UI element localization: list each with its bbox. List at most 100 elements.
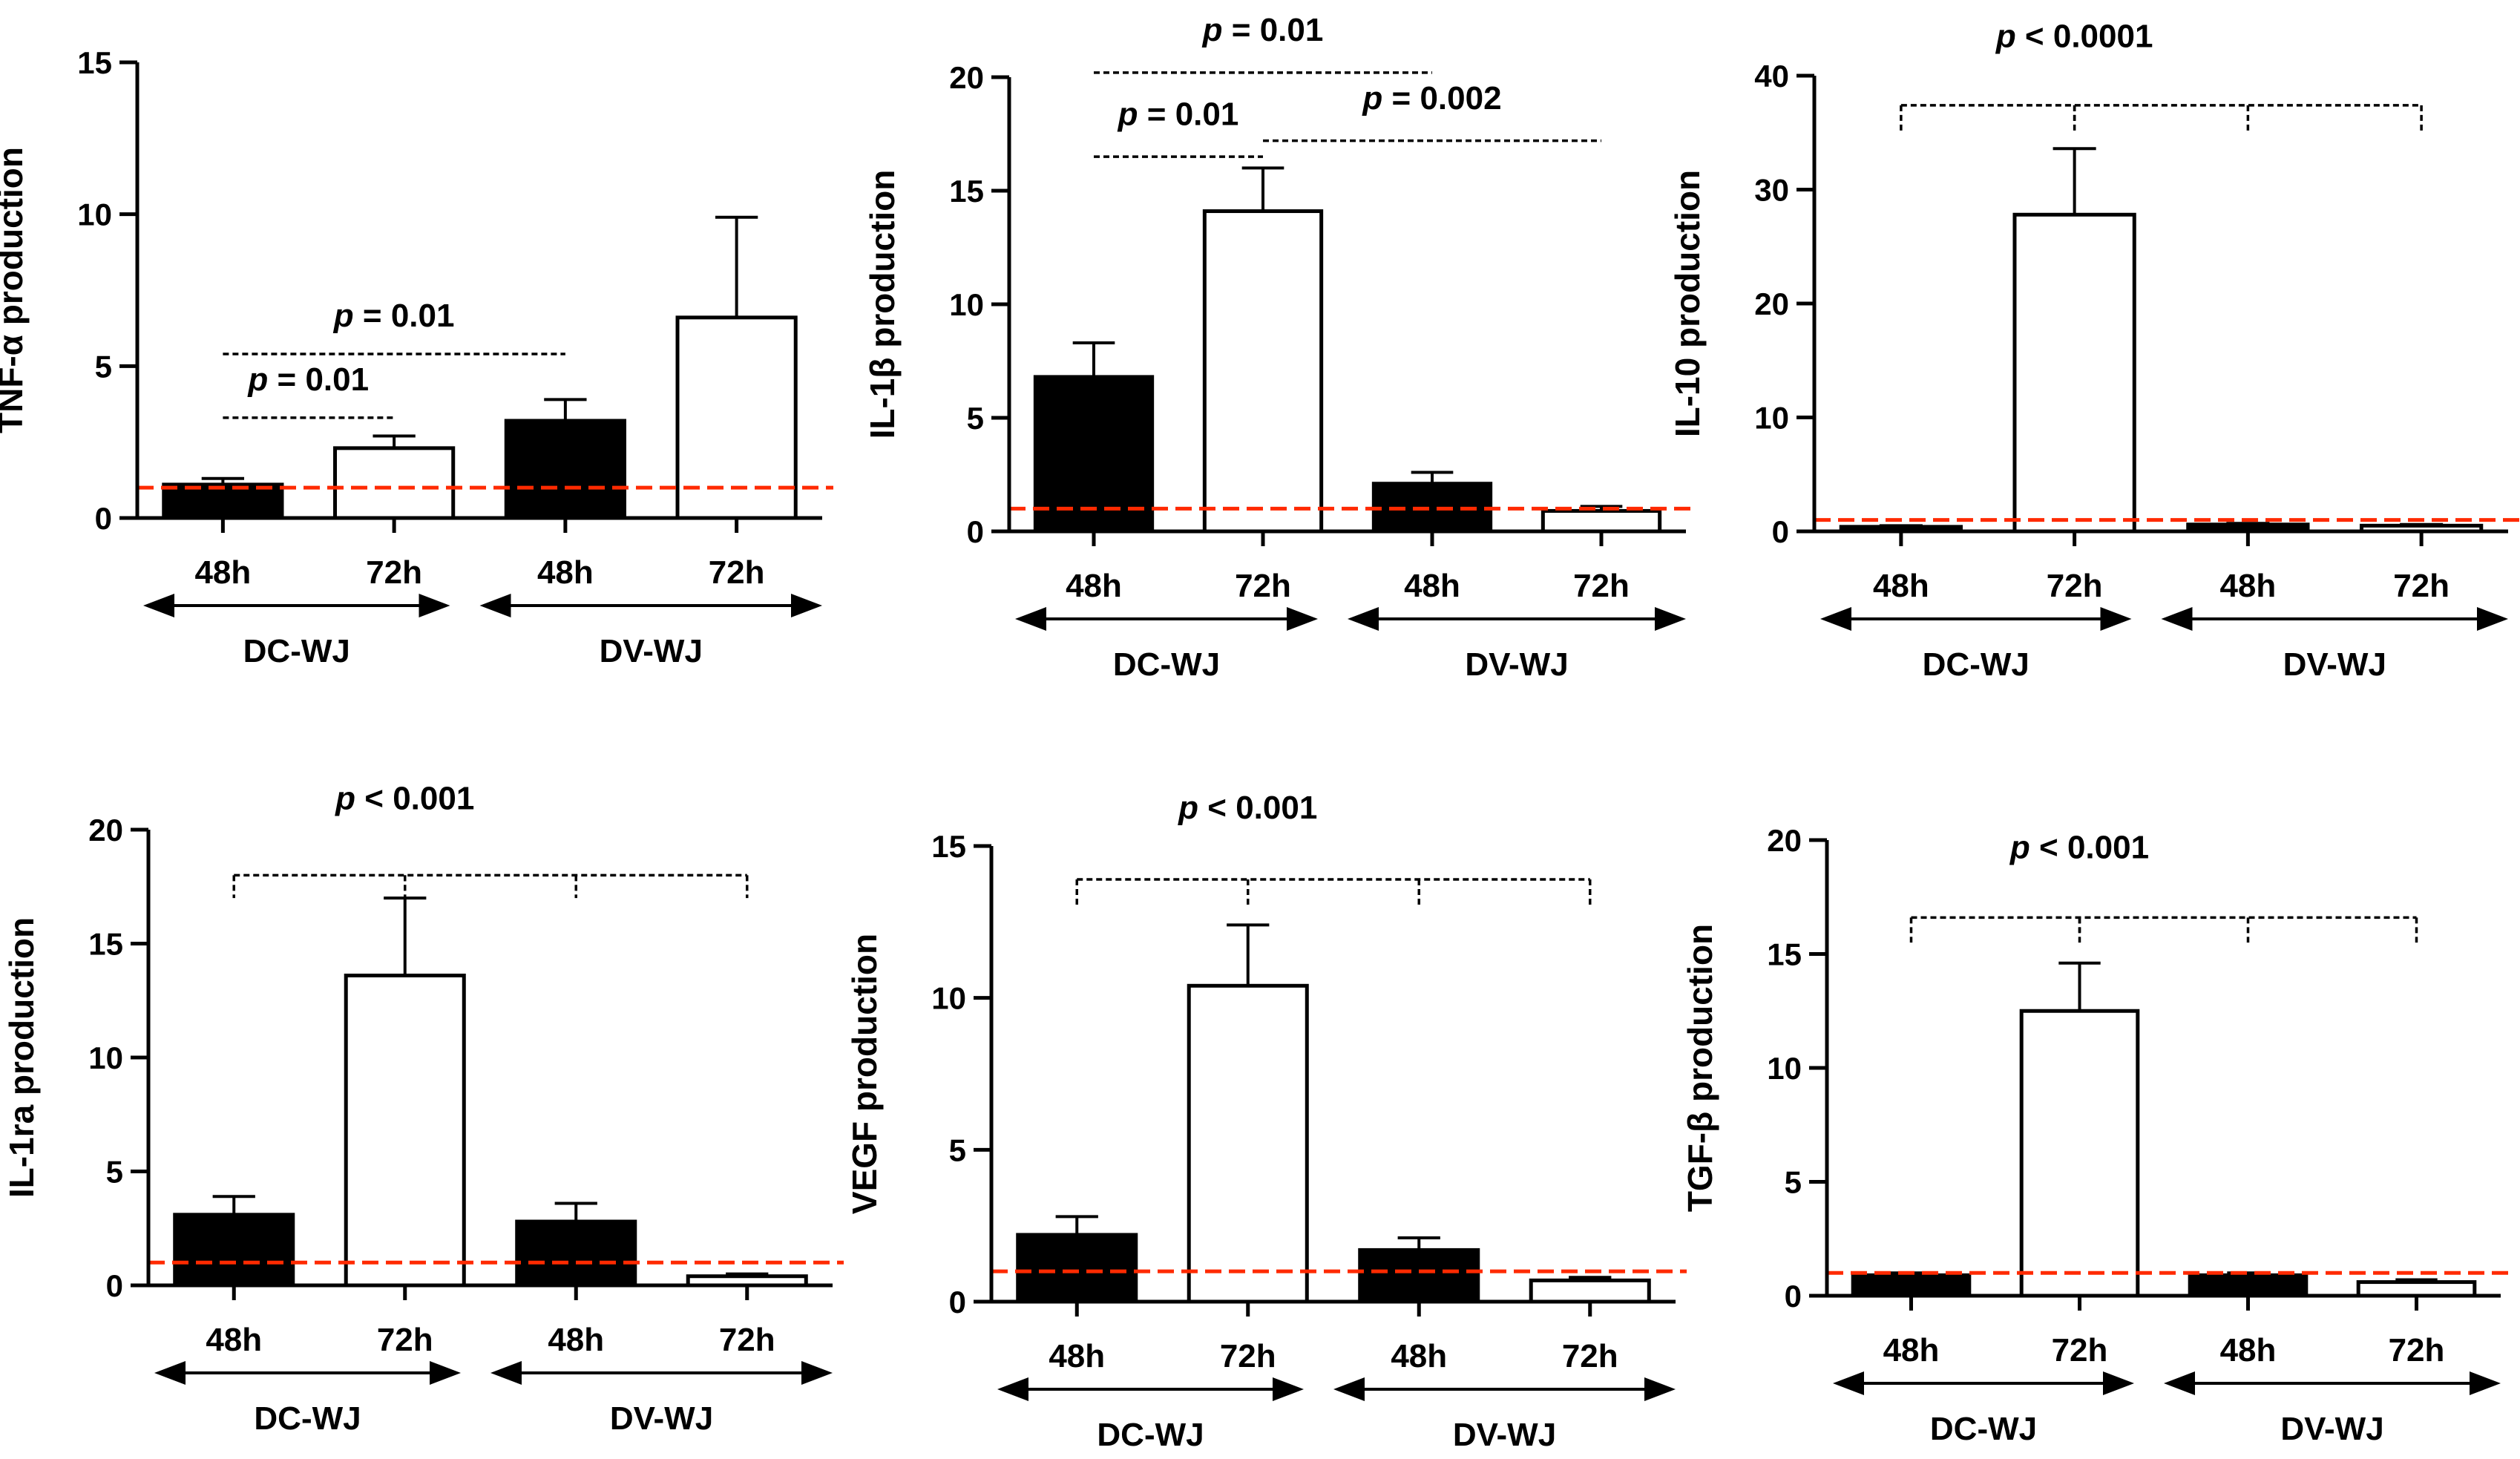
y-tick-label: 0	[1785, 1279, 1802, 1314]
significance-annotation: p = 0.01	[1094, 12, 1432, 74]
x-tick-label: 72h	[2047, 568, 2103, 604]
y-tick-label: 0	[95, 501, 112, 536]
p-value: = 0.01	[1138, 96, 1239, 132]
bar-48h-dv-wj	[504, 419, 626, 520]
y-tick-label: 40	[1754, 59, 1789, 94]
y-tick-label: 5	[949, 1132, 966, 1167]
x-tick-label: 72h	[2389, 1332, 2445, 1368]
y-axis-label: VEGF production	[845, 934, 884, 1214]
bar-72h-dc-wj	[1202, 209, 1324, 534]
group-label: DV-WJ	[600, 633, 703, 669]
group-label: DV-WJ	[1465, 646, 1568, 683]
x-tick-label: 48h	[2220, 1332, 2277, 1368]
bar-48h-dc-wj	[1851, 1273, 1972, 1298]
x-tick-label: 48h	[1404, 568, 1460, 604]
group-arrow-head-right	[1273, 1377, 1304, 1401]
group-arrow-head-right	[801, 1361, 833, 1385]
x-tick-label: 72h	[1235, 568, 1291, 604]
x-tick-label: 48h	[1391, 1338, 1447, 1374]
p-value-label: p = 0.01	[1202, 12, 1324, 48]
significance-annotation: p < 0.0001	[1900, 19, 2423, 132]
y-tick-label: 5	[1785, 1165, 1802, 1200]
x-tick-label: 72h	[366, 554, 422, 591]
p-symbol: p	[1995, 19, 2016, 55]
p-symbol: p	[1202, 12, 1223, 48]
x-tick-label: 48h	[537, 554, 594, 591]
bar-72h-dv-wj	[2356, 1280, 2477, 1298]
x-tick-label: 48h	[1883, 1332, 1940, 1368]
p-symbol: p	[2009, 830, 2030, 866]
p-value-label: p = 0.002	[1362, 80, 1501, 117]
p-value: = 0.002	[1382, 80, 1501, 117]
y-tick-label: 10	[1767, 1051, 1802, 1086]
significance-annotation: p < 0.001	[1075, 790, 1592, 907]
x-tick-label: 72h	[1573, 568, 1630, 604]
y-tick-label: 30	[1754, 173, 1789, 208]
bar-72h-dc-wj	[1187, 983, 1309, 1304]
y-tick-label: 10	[949, 287, 984, 322]
group-label: DV-WJ	[2280, 1411, 2383, 1447]
x-tick-label: 48h	[1049, 1338, 1105, 1374]
p-value-label: p = 0.01	[247, 361, 369, 398]
group-arrow-head-right	[791, 594, 822, 617]
x-tick-label: 72h	[1220, 1338, 1276, 1374]
group-arrow-head-left	[2164, 1371, 2195, 1395]
chart-panel-4: IL-1ra production 0 5 10 15 20 48h 72h 48h 72h DC-…	[2, 780, 844, 1437]
group-label: DC-WJ	[1097, 1417, 1204, 1453]
bar-72h-dc-wj	[2012, 212, 2136, 534]
p-value-label: p < 0.001	[2009, 830, 2149, 866]
y-tick-label: 10	[931, 981, 966, 1016]
y-tick-label: 15	[1767, 937, 1802, 972]
group-arrow-head-right	[2103, 1371, 2134, 1395]
bar-48h-dc-wj	[173, 1213, 295, 1288]
p-value-label: p < 0.0001	[1995, 19, 2153, 55]
x-tick-label: 72h	[2052, 1332, 2108, 1368]
p-value: < 0.001	[2030, 830, 2149, 866]
bar-72h-dc-wj	[333, 446, 456, 520]
p-symbol: p	[1118, 96, 1138, 132]
y-tick-label: 20	[1767, 823, 1802, 858]
x-tick-label: 48h	[548, 1322, 604, 1358]
chart-panel-3: IL-10 production 0 10 20 30 40 48h 72h 48h 72h DC-…	[1668, 19, 2519, 683]
group-label: DV-WJ	[610, 1400, 713, 1437]
group-arrow-head-left	[997, 1377, 1028, 1401]
bar-48h-dv-wj	[2188, 1273, 2309, 1298]
bar-72h-dc-wj	[2019, 1009, 2140, 1298]
y-tick-label: 10	[77, 197, 112, 232]
y-tick-label: 15	[88, 927, 123, 962]
p-value-label: p < 0.001	[335, 780, 474, 816]
p-value: < 0.0001	[2016, 19, 2153, 55]
group-arrow-head-left	[1015, 607, 1046, 631]
group-arrow-head-left	[143, 594, 174, 617]
group-arrow-head-right	[419, 594, 450, 617]
bar-48h-dv-wj	[1358, 1247, 1480, 1304]
p-symbol: p	[247, 361, 268, 398]
group-arrow-head-left	[2161, 607, 2193, 631]
y-tick-label: 0	[949, 1285, 966, 1319]
y-tick-label: 0	[1772, 514, 1789, 549]
x-tick-label: 48h	[194, 554, 251, 591]
bar-72h-dv-wj	[1529, 1278, 1651, 1304]
x-tick-label: 72h	[377, 1322, 433, 1358]
significance-annotation: p = 0.01	[223, 361, 395, 419]
significance-annotation: p < 0.001	[232, 780, 749, 899]
group-arrow-head-left	[1333, 1377, 1365, 1401]
y-axis-label: TGF-β production	[1681, 924, 1719, 1212]
bar-48h-dc-wj	[1016, 1233, 1138, 1304]
y-tick-label: 5	[967, 401, 984, 436]
y-tick-label: 10	[88, 1040, 123, 1075]
y-tick-label: 15	[931, 829, 966, 864]
group-arrow-head-left	[1820, 607, 1851, 631]
y-axis-label: IL-10 production	[1668, 170, 1707, 437]
bar-48h-dc-wj	[1033, 375, 1155, 534]
group-arrow-head-left	[1348, 607, 1379, 631]
y-tick-label: 5	[95, 349, 112, 384]
y-axis-label: IL-1β production	[863, 170, 902, 439]
group-arrow-head-left	[479, 594, 511, 617]
y-axis-label: IL-1ra production	[2, 917, 41, 1198]
p-value: = 0.01	[1223, 12, 1324, 48]
chart-panel-2: IL-1β production 0 5 10 15 20 48h 72h 48h 72h DC-W…	[863, 12, 1697, 683]
x-tick-label: 72h	[1562, 1338, 1618, 1374]
x-tick-label: 48h	[1873, 568, 1929, 604]
